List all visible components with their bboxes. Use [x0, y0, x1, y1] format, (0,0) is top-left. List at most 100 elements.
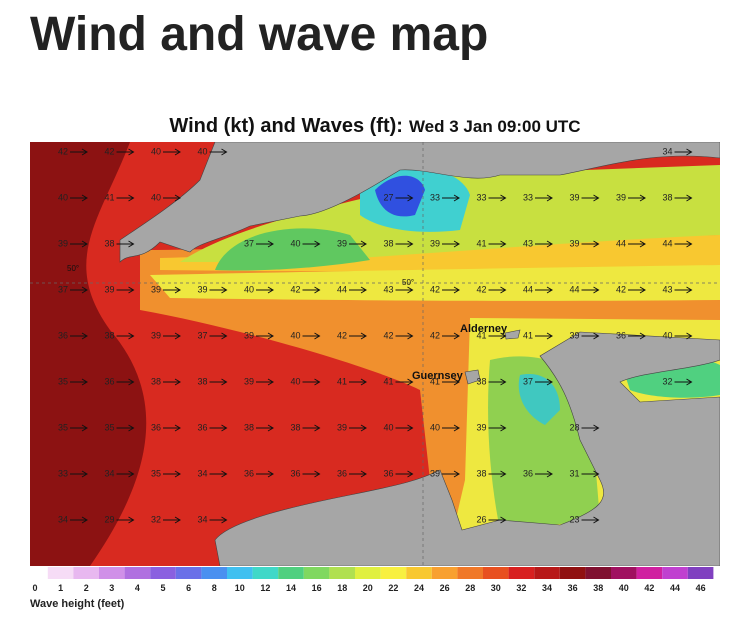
- wind-speed: 41: [476, 238, 486, 248]
- wind-speed: 40: [244, 284, 254, 294]
- wind-speed: 37: [244, 238, 254, 248]
- wind-arrow: [535, 378, 553, 386]
- wind-speed: 39: [244, 376, 254, 386]
- wind-arrow: [349, 424, 367, 432]
- wind-arrow: [628, 240, 646, 248]
- wind-arrow: [581, 424, 600, 432]
- wind-arrow: [116, 332, 135, 340]
- wind-speed: 34: [662, 146, 672, 156]
- wind-speed: 40: [58, 192, 68, 202]
- map-title: Wind (kt) and Waves (ft): Wed 3 Jan 09:00…: [169, 115, 580, 137]
- land: [119, 142, 720, 263]
- wind-arrows: 42 42 40 40 34 40 41 40 27 33 33 33 39 39 38 39 38 37 40 39…: [58, 146, 693, 524]
- wind-speed: 42: [104, 146, 114, 156]
- wind-speed: 40: [662, 330, 672, 340]
- wind-arrow: [535, 332, 553, 340]
- wind-speed: 36: [616, 330, 626, 340]
- wind-speed: 39: [476, 422, 486, 432]
- wind-arrow: [628, 286, 646, 294]
- wind-arrow: [488, 194, 507, 202]
- wind-speed: 42: [337, 330, 347, 340]
- wind-speed: 44: [569, 284, 579, 294]
- wind-speed: 39: [430, 468, 440, 478]
- legend-tick: 4: [135, 583, 140, 593]
- legend-swatch: [99, 567, 125, 579]
- wind-arrow: [209, 332, 228, 340]
- sea-zone: [30, 142, 147, 566]
- wind-arrow: [674, 286, 693, 294]
- wind-arrow: [116, 240, 135, 248]
- wind-speed: 38: [151, 376, 161, 386]
- wind-arrow: [442, 424, 460, 432]
- wind-arrow: [209, 378, 228, 386]
- legend-tick: 10: [235, 583, 245, 593]
- wind-speed: 44: [662, 238, 672, 248]
- wind-arrow: [488, 332, 507, 340]
- legend-swatch: [406, 567, 432, 579]
- wind-speed: 34: [197, 468, 207, 478]
- wind-arrow: [163, 378, 181, 386]
- wind-arrow: [349, 240, 367, 248]
- wind-arrow: [163, 516, 181, 524]
- wind-speed: 36: [58, 330, 68, 340]
- wind-arrow: [628, 194, 646, 202]
- wind-arrow: [256, 286, 274, 294]
- wind-speed: 41: [337, 376, 347, 386]
- wind-speed: 38: [244, 422, 254, 432]
- legend-swatch: [662, 567, 688, 579]
- legend-swatch: [201, 567, 227, 579]
- wind-speed: 39: [104, 284, 114, 294]
- legend-swatch: [47, 567, 74, 579]
- wind-arrow: [395, 470, 414, 478]
- wind-arrow: [395, 240, 414, 248]
- wind-arrow: [535, 194, 553, 202]
- legend-tick: 12: [260, 583, 270, 593]
- wind-arrow: [674, 194, 693, 202]
- wind-speed: 41: [383, 376, 393, 386]
- wind-arrow: [116, 378, 135, 386]
- wind-arrow: [581, 470, 600, 478]
- wind-speed: 33: [523, 192, 533, 202]
- legend-tick: 40: [619, 583, 629, 593]
- wind-speed: 23: [569, 514, 579, 524]
- wind-speed: 34: [197, 514, 207, 524]
- wind-speed: 36: [197, 422, 207, 432]
- legend-swatch: [252, 567, 279, 579]
- legend-swatch: [611, 567, 637, 579]
- wind-speed: 33: [476, 192, 486, 202]
- wind-arrow: [442, 470, 460, 478]
- legend-swatch: [431, 567, 458, 579]
- wind-speed: 32: [662, 376, 672, 386]
- wind-speed: 38: [197, 376, 207, 386]
- legend-swatch: [380, 567, 407, 579]
- wind-speed: 40: [151, 146, 161, 156]
- wind-arrow: [70, 148, 88, 156]
- wind-speed: 39: [337, 422, 347, 432]
- wind-speed: 37: [523, 376, 533, 386]
- wind-speed: 31: [569, 468, 579, 478]
- wind-arrow: [488, 240, 507, 248]
- wind-speed: 42: [476, 284, 486, 294]
- legend-tick: 38: [593, 583, 603, 593]
- wind-arrow: [302, 286, 321, 294]
- wind-arrow: [674, 378, 693, 386]
- island: [464, 369, 481, 385]
- wind-speed: 39: [244, 330, 254, 340]
- wind-arrow: [581, 286, 600, 294]
- wind-speed: 36: [523, 468, 533, 478]
- wind-arrow: [535, 470, 553, 478]
- legend-swatch: [303, 567, 330, 579]
- wind-speed: 27: [383, 192, 393, 202]
- wind-arrow: [70, 332, 88, 340]
- wind-speed: 35: [58, 376, 68, 386]
- wind-arrow: [163, 148, 181, 156]
- sea-zone: [215, 228, 370, 271]
- wind-arrow: [674, 240, 693, 248]
- wind-arrow: [163, 286, 181, 294]
- wind-speed: 40: [197, 146, 207, 156]
- wind-speed: 42: [383, 330, 393, 340]
- legend-tick: 3: [109, 583, 114, 593]
- wind-arrow: [488, 516, 507, 524]
- map: 50° 50° Alderney Guernsey: [30, 142, 720, 566]
- wind-speed: 36: [337, 468, 347, 478]
